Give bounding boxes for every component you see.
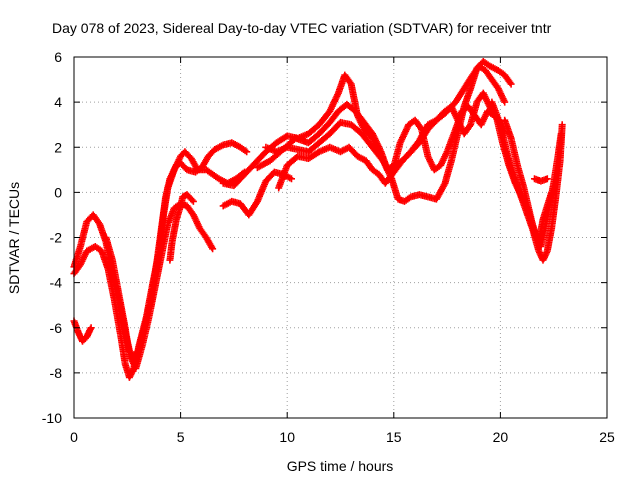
x-tick-label: 25: [599, 429, 615, 445]
data-series: [166, 191, 197, 264]
axis-ticks: [73, 56, 608, 419]
x-tick-label: 10: [279, 429, 295, 445]
data-point: [188, 196, 196, 204]
data-series: [102, 200, 217, 372]
data-point: [543, 175, 551, 183]
y-tick-label: -8: [50, 365, 63, 381]
y-tick-label: -2: [50, 230, 63, 246]
data-point: [189, 197, 197, 205]
y-tick-label: 4: [54, 94, 62, 110]
x-tick-label: 0: [70, 429, 78, 445]
data-series: [70, 148, 249, 381]
data-marks: [70, 58, 566, 381]
y-tick-label: -10: [42, 410, 62, 426]
data-point: [506, 79, 514, 87]
x-axis-label: GPS time / hours: [287, 458, 394, 474]
data-point: [87, 324, 95, 332]
y-axis-label: SDTVAR / TECUs: [6, 182, 22, 294]
data-point: [558, 121, 566, 129]
chart-title: Day 078 of 2023, Sidereal Day-to-day VTE…: [52, 20, 552, 36]
x-tick-label: 20: [493, 429, 509, 445]
data-point: [209, 245, 217, 253]
data-point: [507, 80, 515, 88]
y-tick-label: -6: [50, 320, 63, 336]
tick-labels: 0 5 10 15 20 25 -10 -8 -6 -4 -2 0 2 4 6: [42, 49, 615, 445]
data-series: [70, 317, 95, 345]
data-series: [219, 168, 295, 219]
data-point: [243, 148, 251, 156]
data-point: [466, 122, 473, 130]
data-point: [288, 175, 295, 183]
x-tick-label: 5: [177, 429, 185, 445]
data-point: [346, 79, 354, 87]
data-point: [501, 98, 509, 106]
data-point: [557, 130, 565, 138]
data-point: [548, 188, 556, 196]
data-series: [275, 62, 509, 192]
y-tick-label: 2: [54, 139, 62, 155]
y-tick-label: 0: [54, 184, 62, 200]
data-series: [531, 175, 551, 185]
x-tick-label: 15: [386, 429, 402, 445]
data-series: [501, 116, 556, 246]
y-tick-label: -4: [50, 275, 63, 291]
y-tick-label: 6: [54, 49, 62, 65]
